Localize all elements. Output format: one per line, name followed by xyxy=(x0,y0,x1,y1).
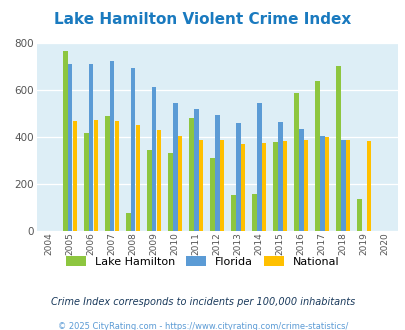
Bar xyxy=(94,120,98,231)
Bar xyxy=(293,93,298,231)
Bar xyxy=(256,103,261,231)
Bar xyxy=(277,122,282,231)
Bar xyxy=(189,118,193,231)
Bar xyxy=(282,141,287,231)
Bar xyxy=(273,142,277,231)
Bar xyxy=(314,81,319,231)
Bar xyxy=(135,125,140,231)
Bar xyxy=(252,194,256,231)
Bar xyxy=(114,121,119,231)
Text: Lake Hamilton Violent Crime Index: Lake Hamilton Violent Crime Index xyxy=(54,12,351,26)
Bar xyxy=(147,150,151,231)
Bar xyxy=(298,129,303,231)
Bar xyxy=(130,68,135,231)
Bar xyxy=(319,136,324,231)
Text: © 2025 CityRating.com - https://www.cityrating.com/crime-statistics/: © 2025 CityRating.com - https://www.city… xyxy=(58,322,347,330)
Bar xyxy=(63,51,68,231)
Bar xyxy=(156,130,161,231)
Bar xyxy=(230,195,235,231)
Bar xyxy=(335,66,340,231)
Bar xyxy=(177,137,182,231)
Bar xyxy=(366,141,371,231)
Bar xyxy=(235,123,240,231)
Bar xyxy=(209,158,214,231)
Bar xyxy=(72,121,77,231)
Bar xyxy=(214,115,219,231)
Bar xyxy=(173,103,177,231)
Bar xyxy=(68,64,72,231)
Bar xyxy=(240,145,245,231)
Bar xyxy=(340,140,345,231)
Bar xyxy=(261,143,266,231)
Text: Crime Index corresponds to incidents per 100,000 inhabitants: Crime Index corresponds to incidents per… xyxy=(51,297,354,307)
Bar xyxy=(110,61,114,231)
Bar xyxy=(151,87,156,231)
Bar xyxy=(194,110,198,231)
Bar xyxy=(105,116,109,231)
Bar xyxy=(345,140,350,231)
Bar xyxy=(84,133,88,231)
Bar xyxy=(198,140,203,231)
Bar xyxy=(89,64,93,231)
Bar xyxy=(168,153,172,231)
Bar xyxy=(324,137,328,231)
Bar xyxy=(219,140,224,231)
Bar xyxy=(356,199,361,231)
Bar xyxy=(303,140,308,231)
Bar xyxy=(126,214,130,231)
Legend: Lake Hamilton, Florida, National: Lake Hamilton, Florida, National xyxy=(66,256,339,267)
